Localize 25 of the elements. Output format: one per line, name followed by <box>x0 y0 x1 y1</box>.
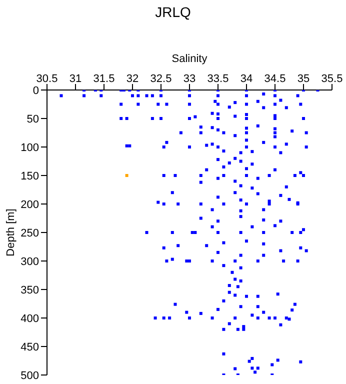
x-tick-label: 33 <box>183 73 196 85</box>
x-tick-label: 30.5 <box>36 73 58 85</box>
y-tick-label: 100 <box>20 142 39 154</box>
x-tick-label: 32 <box>126 73 139 85</box>
y-tick-label: 150 <box>20 170 39 182</box>
y-axis-title: Depth [m] <box>4 208 17 256</box>
y-tick-label: 0 <box>32 84 39 97</box>
x-tick-label: 31.5 <box>93 73 115 85</box>
y-tick-label: 350 <box>20 284 39 296</box>
y-tick-label: 50 <box>26 113 39 126</box>
chart-title: JRLQ <box>154 4 192 20</box>
x-axis-title: Salinity <box>170 53 208 65</box>
y-tick-label: 300 <box>20 256 39 268</box>
y-tick-label: 450 <box>20 341 39 354</box>
y-tick-label: 400 <box>20 312 39 325</box>
x-tick-label: 31 <box>69 73 82 85</box>
y-tick-label: 250 <box>20 227 39 240</box>
x-tick-label: 34 <box>240 73 253 85</box>
x-tick-label: 35 <box>297 73 310 85</box>
x-tick-label: 34.5 <box>264 73 286 85</box>
y-tick-label: 500 <box>20 370 39 382</box>
y-tick-label: 200 <box>20 198 39 211</box>
x-tick-label: 33.5 <box>207 73 229 85</box>
x-tick-label: 32.5 <box>150 73 172 85</box>
x-tick-label: 35.5 <box>321 73 343 85</box>
